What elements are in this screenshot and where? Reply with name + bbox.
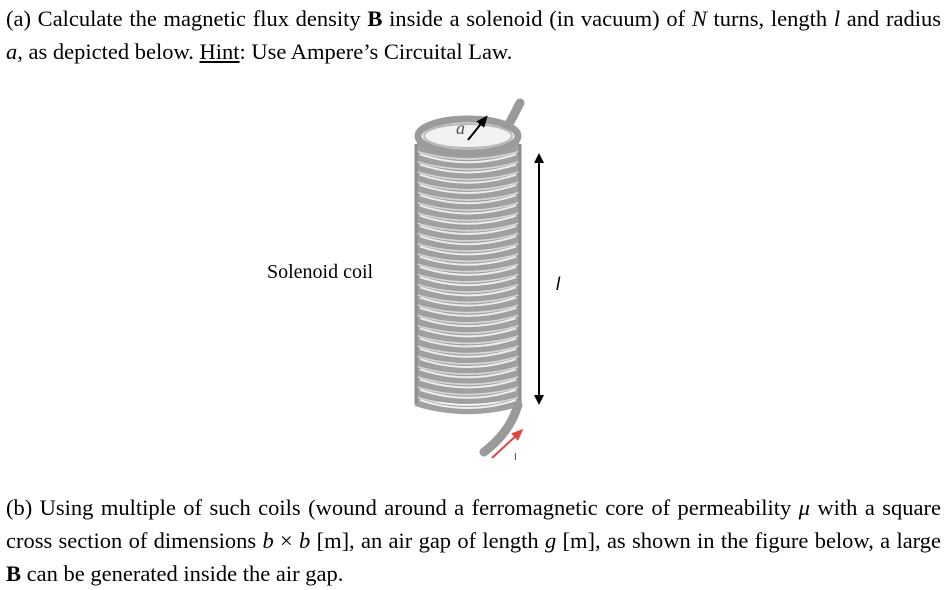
coil-turn — [414, 193, 522, 210]
coil-turn-highlight — [419, 153, 517, 164]
coil-turn — [414, 234, 522, 251]
text-segment: turns, length — [706, 6, 834, 31]
coil-turn-highlight — [419, 224, 517, 235]
solenoid-coil — [414, 141, 522, 415]
text-segment: (b) Using multiple of such coils (wound … — [6, 495, 799, 520]
text-segment: [m], an air gap of length — [310, 528, 545, 553]
coil-turn-highlight — [419, 204, 517, 215]
coil-turn — [414, 182, 522, 200]
coil-turn — [414, 397, 522, 415]
coil-turn — [414, 295, 522, 312]
coil-turn-highlight — [419, 235, 517, 246]
coil-turn — [414, 367, 522, 384]
current-label: I — [514, 452, 517, 463]
coil-turn-highlight — [419, 347, 517, 358]
text-segment: [m], as shown in the figure below, a lar… — [556, 528, 941, 553]
coil-turn-highlight — [419, 296, 517, 307]
current-arrow — [491, 428, 524, 459]
coil-turn-highlight — [419, 306, 517, 317]
coil-turn-highlight — [419, 327, 517, 338]
coil-turn-highlight — [419, 286, 517, 297]
coil-turn — [414, 356, 522, 374]
coil-turn — [414, 336, 522, 353]
text-segment: can be generated inside the air gap. — [21, 561, 344, 586]
coil-top-inner — [423, 123, 513, 149]
coil-turn — [414, 387, 522, 404]
text-segment: (a) Calculate the magnetic flux density — [6, 6, 368, 31]
radius-arrow — [467, 115, 488, 141]
length-label: l — [556, 274, 561, 294]
hint-label: Hint — [199, 39, 240, 64]
coil-turn — [414, 305, 522, 323]
coil-top-opening — [414, 115, 522, 157]
coil-turn — [414, 162, 522, 179]
coil-turn-highlight — [419, 184, 517, 194]
symbol-l: l — [833, 6, 841, 31]
coil-turn-highlight — [419, 368, 517, 379]
text-segment: × — [273, 528, 300, 553]
coil-turn-highlight — [419, 194, 517, 205]
coil-turn-highlight — [419, 255, 517, 266]
coil-turn — [414, 346, 522, 363]
question-part-a: (a) Calculate the magnetic flux density … — [6, 2, 941, 68]
coil-turn-highlight — [419, 276, 517, 287]
bottom-lead-wire — [479, 400, 523, 457]
coil-turn-highlight — [419, 358, 517, 369]
coil-turn-highlight — [419, 173, 517, 184]
text-segment: and radius — [840, 6, 941, 31]
coil-turn — [414, 254, 522, 271]
coil-turn-highlight — [419, 399, 517, 409]
text-segment: , as depicted below. — [17, 39, 200, 64]
radius-label: a — [456, 118, 465, 138]
coil-turn-highlight — [419, 245, 517, 256]
coil-turn — [414, 213, 522, 230]
symbol-g: g — [544, 528, 557, 553]
coil-turn-highlight — [419, 163, 517, 174]
coil-turn — [414, 203, 522, 220]
text-segment: inside a solenoid (in vacuum) of — [382, 6, 692, 31]
coil-turn-highlight — [419, 214, 517, 225]
coil-turn-highlight — [419, 317, 517, 328]
coil-turn — [414, 326, 522, 343]
text-segment: with a square cross section of dimension… — [6, 495, 941, 553]
coil-turn-highlight — [419, 265, 517, 276]
symbol-b: b — [262, 528, 274, 553]
symbol-mu: μ — [798, 495, 810, 520]
symbol-B: B — [6, 561, 22, 586]
coil-turn — [414, 244, 522, 261]
coil-turn — [414, 264, 522, 282]
coil-turn — [414, 223, 522, 241]
text-segment: : Use Ampere’s Circuital Law. — [239, 39, 513, 64]
coil-turn — [414, 285, 522, 302]
symbol-a: a — [6, 39, 18, 64]
question-part-b: (b) Using multiple of such coils (wound … — [6, 491, 941, 590]
coil-turn-highlight — [419, 378, 517, 389]
coil-turn — [414, 172, 522, 189]
coil-turn — [414, 316, 522, 333]
symbol-B: B — [367, 6, 383, 31]
solenoid-coil-label: Solenoid coil — [267, 261, 374, 283]
symbol-N: N — [691, 6, 707, 31]
symbol-b: b — [299, 528, 311, 553]
coil-turn-highlight — [419, 337, 517, 348]
coil-turn — [414, 275, 522, 292]
coil-turn — [414, 152, 522, 169]
coil-turn-highlight — [419, 388, 517, 399]
coil-turn — [414, 377, 522, 394]
